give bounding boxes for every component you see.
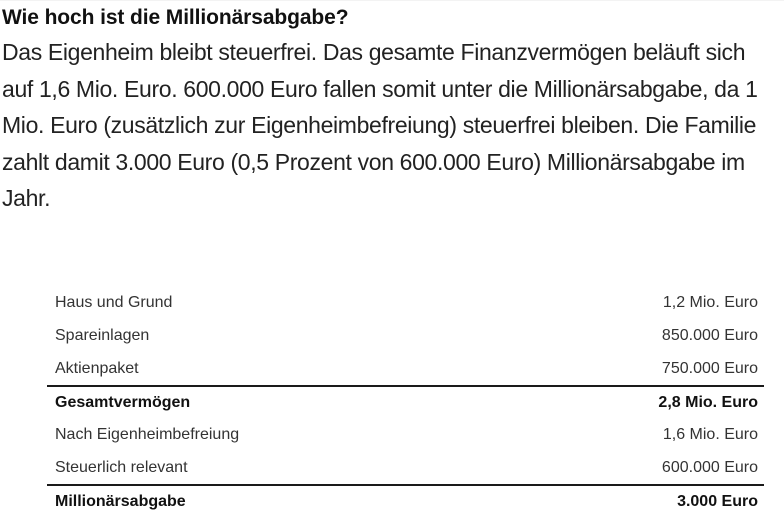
section-heading: Wie hoch ist die Millionärsabgabe? bbox=[2, 6, 349, 29]
table-row-steuerlich-relevant: Steuerlich relevant 600.000 Euro bbox=[47, 451, 764, 484]
table-row-millionaersabgabe: Millionärsabgabe 3.000 Euro bbox=[47, 484, 764, 517]
explanation-paragraph: Das Eigenheim bleibt steuerfrei. Das ges… bbox=[2, 39, 758, 212]
row-value: 600.000 Euro bbox=[661, 458, 758, 476]
table-row-haus-und-grund: Haus und Grund 1,2 Mio. Euro bbox=[47, 286, 764, 319]
asset-table: Haus und Grund 1,2 Mio. Euro Spareinlage… bbox=[47, 286, 764, 517]
row-label: Spareinlagen bbox=[55, 326, 150, 344]
table-row-aktienpaket: Aktienpaket 750.000 Euro bbox=[47, 352, 764, 385]
row-value: 3.000 Euro bbox=[677, 492, 758, 510]
row-label: Aktienpaket bbox=[55, 359, 139, 377]
row-label: Gesamtvermögen bbox=[55, 393, 191, 411]
table-row-spareinlagen: Spareinlagen 850.000 Euro bbox=[47, 319, 764, 352]
row-label: Nach Eigenheimbefreiung bbox=[55, 425, 240, 443]
row-value: 2,8 Mio. Euro bbox=[658, 393, 758, 411]
table-row-nach-eigenheimbefreiung: Nach Eigenheimbefreiung 1,6 Mio. Euro bbox=[47, 418, 764, 451]
row-value: 1,2 Mio. Euro bbox=[662, 293, 758, 311]
row-value: 750.000 Euro bbox=[661, 359, 758, 377]
row-label: Haus und Grund bbox=[55, 293, 173, 311]
row-value: 850.000 Euro bbox=[661, 326, 758, 344]
row-value: 1,6 Mio. Euro bbox=[662, 425, 758, 443]
table-row-gesamtvermoegen: Gesamtvermögen 2,8 Mio. Euro bbox=[47, 385, 764, 418]
row-label: Millionärsabgabe bbox=[55, 492, 186, 510]
top-divider bbox=[0, 0, 784, 1]
row-label: Steuerlich relevant bbox=[55, 458, 188, 476]
